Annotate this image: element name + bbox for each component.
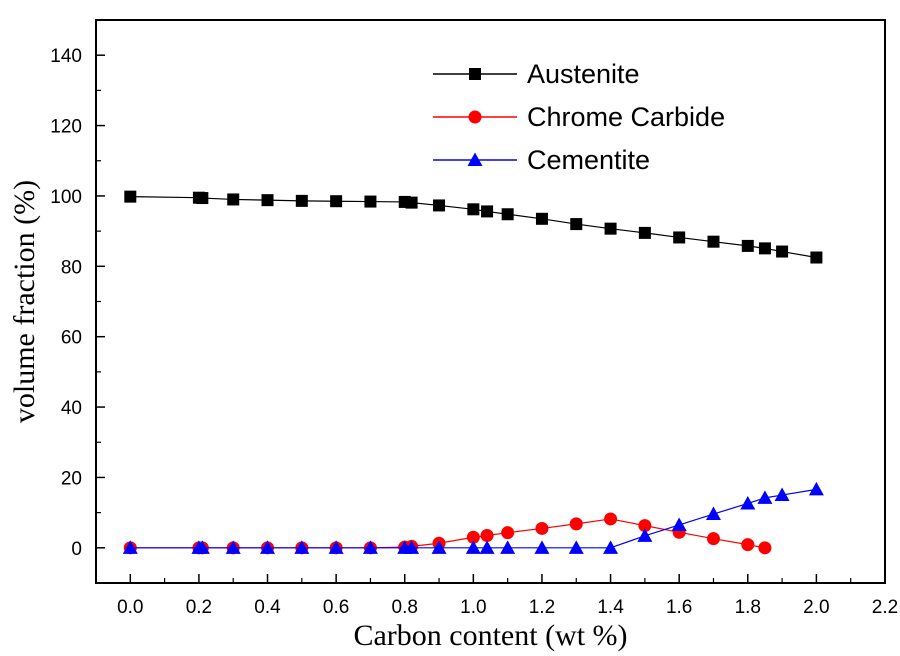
chrome-carbide-point	[758, 541, 772, 555]
austenite-point	[295, 194, 308, 207]
chrome-carbide-point	[638, 519, 652, 533]
y-tick-label: 20	[61, 468, 82, 489]
cementite-line	[130, 488, 817, 549]
legend-marker-cementite	[467, 152, 483, 166]
chrome-carbide-point	[741, 538, 755, 552]
cementite-point	[225, 540, 241, 554]
x-tick-label: 1.4	[597, 597, 624, 618]
x-tick-label: 0.4	[254, 597, 281, 618]
austenite-point	[433, 199, 446, 212]
austenite-point	[227, 193, 240, 206]
austenite-point	[810, 251, 823, 264]
x-tick-label: 0.2	[186, 597, 212, 618]
cementite-point	[465, 540, 481, 554]
x-tick-label: 1.8	[735, 597, 761, 618]
cementite-point	[122, 540, 138, 554]
y-tick-label: 100	[50, 187, 82, 208]
austenite-point	[776, 245, 789, 258]
x-tick-label: 1.0	[460, 597, 486, 618]
cementite-point	[294, 540, 310, 554]
y-tick-label: 60	[61, 328, 82, 349]
series-austenite	[124, 190, 823, 264]
legend-label-cementite: Cementite	[527, 145, 650, 175]
chrome-carbide-point	[466, 530, 480, 544]
cementite-point	[740, 495, 756, 510]
series-layer	[122, 190, 824, 555]
chrome-carbide-point	[706, 532, 720, 546]
austenite-point	[570, 218, 583, 231]
legend: Austenite Chrome Carbide Cementite	[433, 59, 725, 175]
cementite-point	[603, 540, 619, 554]
austenite-point	[196, 192, 209, 205]
chrome-carbide-point	[535, 521, 549, 535]
x-tick-labels: 0.0 0.2 0.4 0.6 0.8 1.0 1.2 1.4 1.6 1.8 2.0 2.2	[117, 597, 898, 618]
austenite-point	[604, 222, 617, 235]
chrome-carbide-point	[569, 517, 583, 531]
austenite-point	[364, 195, 377, 208]
austenite-point	[261, 194, 274, 207]
austenite-point	[638, 226, 651, 239]
x-axis-title: Carbon content (wt %)	[353, 619, 627, 652]
cementite-point	[362, 540, 378, 554]
cementite-point	[328, 540, 344, 554]
cementite-point	[637, 528, 653, 542]
cementite-point	[479, 540, 495, 554]
austenite-point	[481, 205, 494, 218]
cementite-point	[404, 540, 420, 554]
austenite-point	[707, 235, 720, 248]
series-cementite	[122, 481, 824, 554]
x-tick-label: 2.0	[803, 597, 829, 618]
austenite-point	[405, 196, 418, 209]
y-tick-labels: 0 20 40 60 80 100 120 140	[50, 46, 82, 560]
cementite-point	[500, 540, 516, 554]
legend-marker-austenite	[469, 68, 481, 80]
x-tick-label: 0.8	[392, 597, 418, 618]
cementite-point	[260, 540, 276, 554]
y-tick-label: 140	[50, 46, 82, 67]
austenite-point	[758, 242, 771, 255]
cementite-point	[774, 487, 790, 502]
y-axis-title: volume fraction (%)	[8, 180, 41, 423]
y-tick-label: 40	[61, 398, 82, 419]
axis-ticks	[96, 54, 886, 583]
legend-label-chrome-carbide: Chrome Carbide	[527, 102, 725, 132]
cementite-point	[757, 490, 773, 504]
chrome-carbide-point	[501, 526, 515, 540]
cementite-point	[671, 517, 687, 531]
chrome-carbide-point	[604, 512, 618, 526]
chrome-carbide-line	[130, 518, 766, 549]
x-tick-label: 2.2	[872, 597, 898, 618]
chrome-carbide-point	[480, 528, 494, 542]
austenite-point	[330, 195, 343, 208]
austenite-point	[673, 231, 686, 244]
cementite-point	[534, 540, 550, 554]
x-tick-label: 1.2	[529, 597, 555, 618]
legend-label-austenite: Austenite	[527, 59, 640, 89]
austenite-point	[501, 208, 514, 221]
cementite-point	[568, 540, 584, 554]
x-tick-label: 0.0	[117, 597, 143, 618]
austenite-point	[467, 203, 480, 216]
x-tick-label: 1.6	[666, 597, 692, 618]
y-tick-label: 80	[61, 257, 82, 278]
austenite-point	[535, 212, 548, 225]
austenite-point	[741, 239, 754, 252]
cementite-point	[194, 540, 210, 554]
y-tick-label: 120	[50, 117, 82, 138]
y-tick-label: 0	[71, 539, 82, 560]
cementite-point	[431, 540, 447, 554]
legend-marker-chrome-carbide	[468, 110, 482, 124]
x-tick-label: 0.6	[323, 597, 349, 618]
austenite-point	[124, 190, 137, 203]
cementite-point	[705, 506, 721, 521]
cementite-point	[808, 481, 824, 496]
